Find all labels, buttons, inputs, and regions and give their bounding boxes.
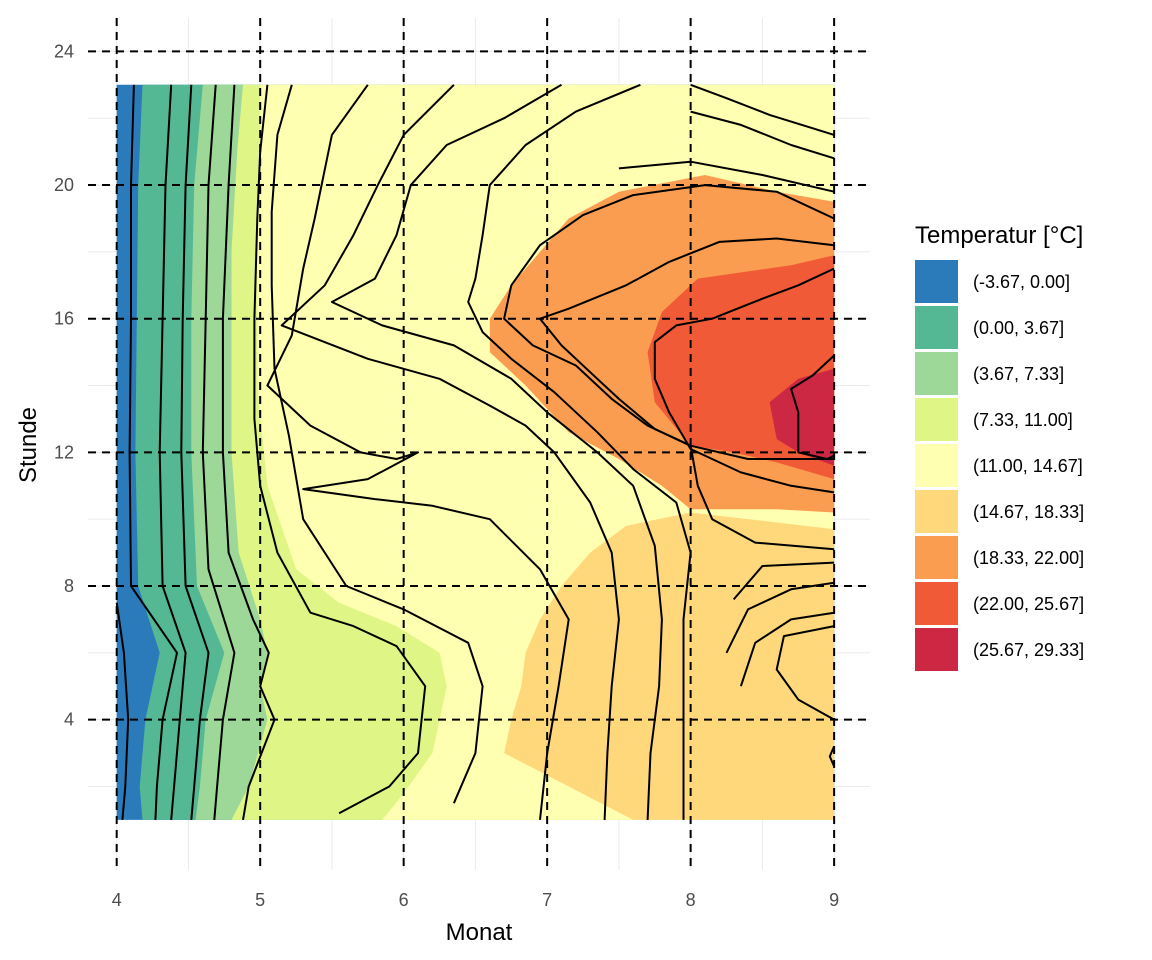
contour-line (270, 84, 484, 804)
y-tick-label: 12 (54, 442, 74, 462)
contour-line (775, 625, 835, 721)
legend-label: (14.67, 18.33] (973, 502, 1084, 522)
y-axis-title: Stunde (15, 407, 42, 483)
x-axis-ticks: 4 5 6 7 8 9 (112, 890, 839, 910)
contour-line (503, 184, 835, 551)
legend-label: (22.00, 25.67] (973, 594, 1084, 614)
legend-swatch (915, 628, 958, 671)
contour-line (618, 160, 835, 193)
legend-swatch (915, 444, 958, 487)
x-tick-label: 7 (542, 890, 552, 910)
legend-label: (11.00, 14.67] (973, 456, 1083, 476)
legend-items: (-3.67, 0.00] (0.00, 3.67] (3.67, 7.33] (7.… (915, 260, 1084, 671)
legend-label: (7.33, 11.00] (973, 410, 1073, 430)
legend-swatch (915, 260, 958, 303)
x-tick-label: 8 (686, 890, 696, 910)
y-tick-label: 20 (54, 175, 74, 195)
contour-line (790, 354, 835, 460)
contour-band (769, 368, 835, 466)
legend: Temperatur [°C] (-3.67, 0.00] (0.00, 3.67… (915, 222, 1084, 671)
legend-label: (18.33, 22.00] (973, 548, 1084, 568)
x-tick-label: 4 (112, 890, 122, 910)
contour-line (280, 84, 620, 820)
contour-line (221, 84, 276, 821)
legend-swatch (915, 536, 958, 579)
contour-line (330, 83, 663, 820)
contour-line (180, 84, 210, 820)
contour-line (690, 110, 835, 160)
legend-label: (25.67, 29.33] (973, 640, 1084, 660)
contour-line (201, 84, 236, 820)
contour-line (828, 746, 836, 767)
legend-swatch (915, 398, 958, 441)
contour-line (739, 611, 835, 687)
y-tick-label: 24 (54, 41, 74, 61)
contour-lines (115, 83, 836, 821)
contour-line (115, 602, 130, 820)
legend-swatch (915, 306, 958, 349)
y-tick-label: 8 (64, 576, 74, 596)
contour-line (539, 237, 835, 460)
legend-label: (-3.67, 0.00] (973, 272, 1070, 292)
y-axis-ticks: 4 8 12 16 20 24 (54, 41, 74, 729)
x-axis-title: Monat (446, 919, 513, 946)
contour-line (690, 83, 835, 136)
legend-title: Temperatur [°C] (915, 222, 1083, 249)
contour-line (253, 84, 427, 815)
contour-line (467, 83, 692, 820)
legend-label: (3.67, 7.33] (973, 364, 1064, 384)
contour-line (653, 267, 835, 494)
contour-band (504, 512, 835, 820)
x-tick-label: 6 (399, 890, 409, 910)
major-grid (88, 18, 870, 870)
y-tick-label: 4 (64, 710, 74, 730)
x-tick-label: 5 (255, 890, 265, 910)
legend-swatch (915, 352, 958, 395)
legend-swatch (915, 490, 958, 533)
legend-label: (0.00, 3.67] (973, 318, 1064, 338)
y-tick-label: 16 (54, 309, 74, 329)
contour-line (732, 561, 835, 601)
contour-line (266, 84, 570, 821)
contour-line (725, 581, 835, 654)
x-tick-label: 9 (829, 890, 839, 910)
legend-swatch (915, 582, 958, 625)
